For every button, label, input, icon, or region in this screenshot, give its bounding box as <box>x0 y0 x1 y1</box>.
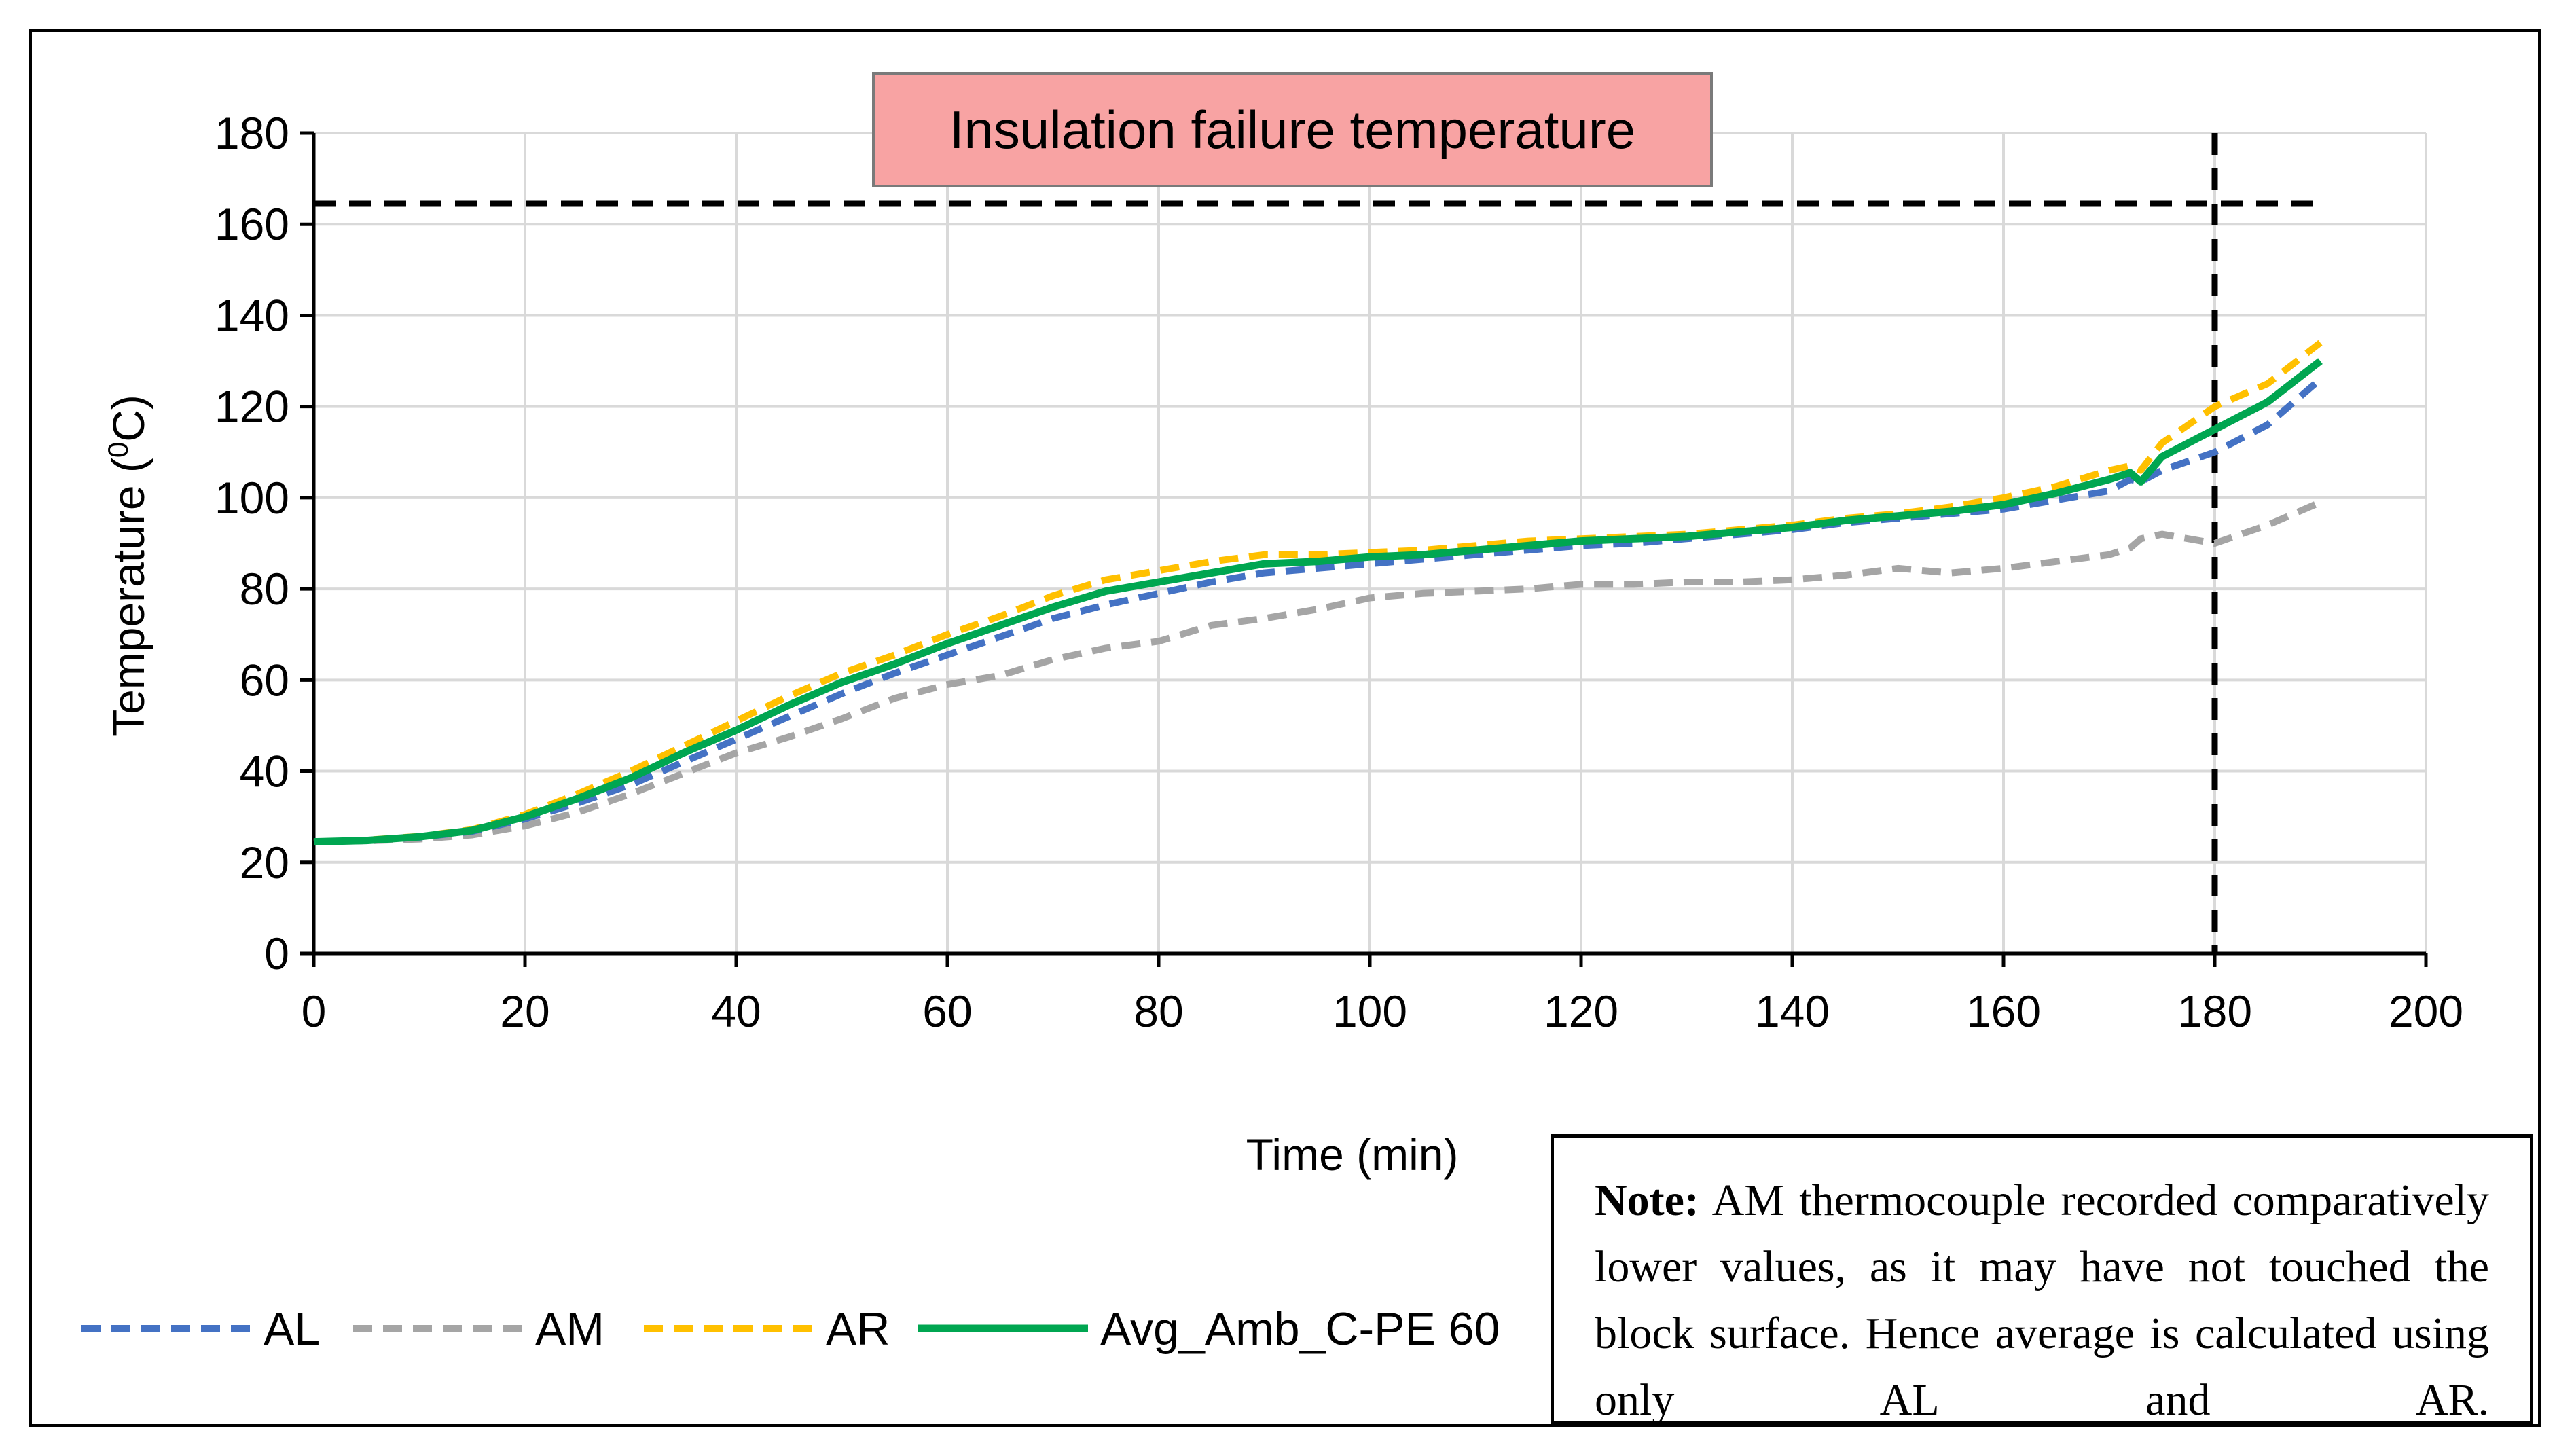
series-line-al <box>313 376 2323 845</box>
x-tick-label: 120 <box>1544 986 1618 1036</box>
y-tick-label: 120 <box>215 382 289 432</box>
figure-frame <box>29 29 2541 1427</box>
y-tick-label: 60 <box>240 655 289 705</box>
x-tick-label: 180 <box>2177 986 2252 1036</box>
y-tick-label: 140 <box>215 290 289 340</box>
x-tick-label: 80 <box>1134 986 1183 1036</box>
y-axis-title-main: Temperature ( <box>103 458 153 737</box>
y-tick-label: 0 <box>264 928 289 979</box>
note-text: AM thermocouple recorded comparatively l… <box>1595 1176 2490 1425</box>
x-tick-label: 200 <box>2389 986 2463 1036</box>
x-tick-label: 0 <box>302 986 327 1036</box>
series-line-avg-amb-c-pe-60 <box>313 358 2323 846</box>
gridlines <box>314 132 2427 953</box>
x-tick-label: 100 <box>1333 986 1407 1036</box>
y-axis-title-end: C) <box>103 395 153 442</box>
legend-label: AR <box>826 1303 890 1355</box>
note-label: Note: <box>1595 1176 1699 1225</box>
y-tick-label: 80 <box>240 564 289 614</box>
annotation-banner: Insulation failure temperature <box>872 72 1713 187</box>
x-tick-label: 40 <box>711 986 761 1036</box>
y-axis-title-super: 0 <box>102 442 134 458</box>
y-tick-label: 180 <box>215 108 289 158</box>
legend-label: AM <box>535 1303 604 1355</box>
y-tick-label: 40 <box>240 746 289 797</box>
reference-lines <box>314 133 2321 953</box>
y-tick-label: 100 <box>215 473 289 523</box>
data-series <box>313 340 2323 846</box>
axes <box>300 131 2428 967</box>
x-tick-label: 160 <box>1966 986 2041 1036</box>
legend-label: Avg_Amb_C-PE 60 <box>1100 1303 1500 1355</box>
y-tick-label: 20 <box>240 837 289 888</box>
tick-labels: 0 20 40 60 80 100 120 140 160 180 0 20 40 60 80 100 120 1… <box>215 108 2463 1036</box>
note-box: Note: AM thermocouple recorded comparati… <box>1551 1134 2533 1425</box>
y-axis-title: Temperature (0C) <box>102 395 153 737</box>
x-tick-label: 20 <box>500 986 549 1036</box>
x-axis-title: Time (min) <box>1246 1129 1459 1180</box>
x-tick-label: 60 <box>922 986 972 1036</box>
x-tick-label: 140 <box>1755 986 1830 1036</box>
legend-label: AL <box>264 1303 320 1355</box>
legend: AL AM AR Avg_Amb_C-PE 60 <box>81 1303 1500 1355</box>
series-line-am <box>313 499 2322 845</box>
y-tick-label: 160 <box>215 199 289 249</box>
series-line-ar <box>313 340 2323 845</box>
